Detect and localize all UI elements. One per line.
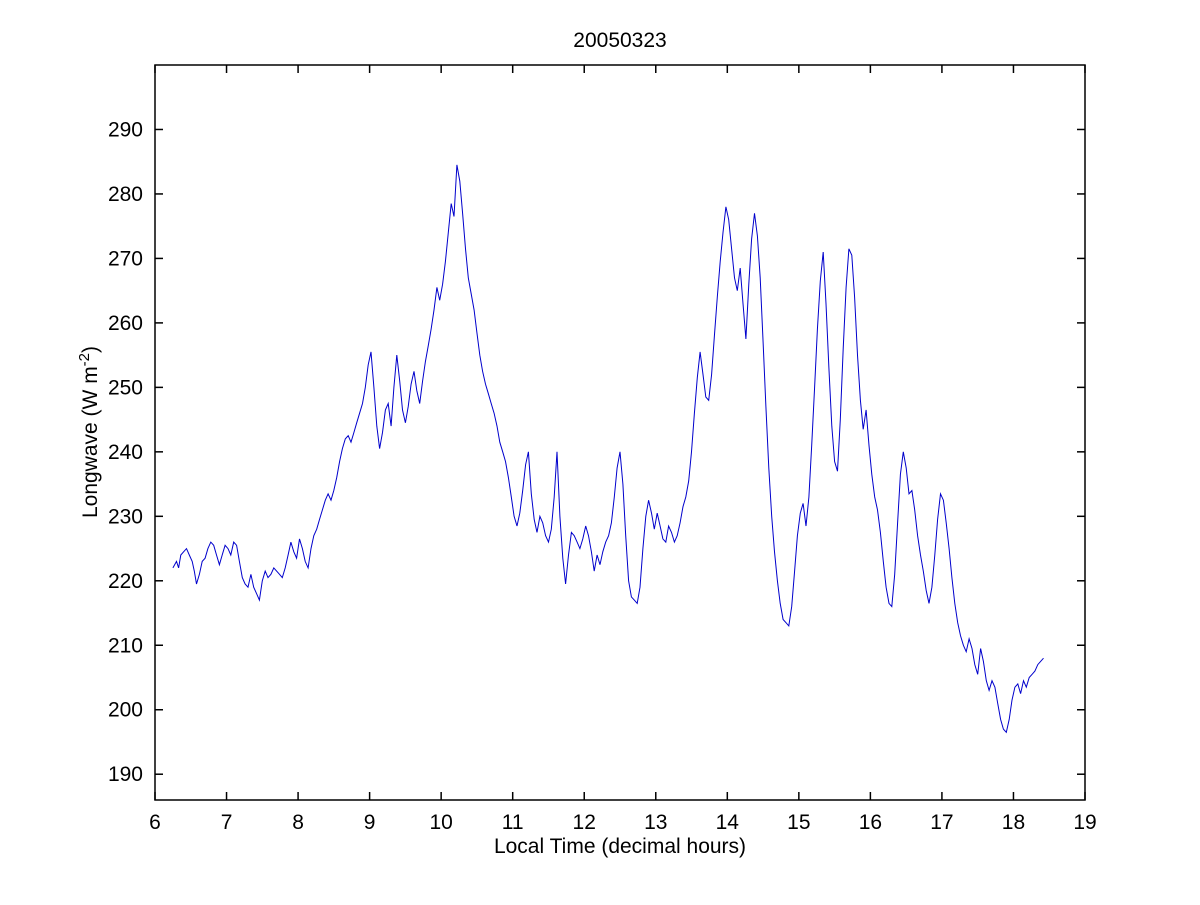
chart-title: 20050323 xyxy=(573,29,666,52)
x-tick-label: 19 xyxy=(1073,811,1096,834)
y-tick-label: 230 xyxy=(108,505,143,528)
x-tick-label: 12 xyxy=(573,811,596,834)
y-tick-label: 200 xyxy=(108,699,143,722)
y-tick-label: 290 xyxy=(108,118,143,141)
plot-area xyxy=(155,65,1085,800)
x-axis-label: Local Time (decimal hours) xyxy=(494,835,746,858)
x-tick-label: 8 xyxy=(292,811,304,834)
x-tick-label: 11 xyxy=(502,811,524,834)
x-tick-label: 9 xyxy=(364,811,376,834)
y-tick-label: 190 xyxy=(108,763,143,786)
y-tick-label: 280 xyxy=(108,183,143,206)
y-axis-label-superscript: -2 xyxy=(76,353,93,366)
x-tick-label: 16 xyxy=(859,811,882,834)
x-tick-label: 13 xyxy=(644,811,667,834)
x-tick-label: 15 xyxy=(787,811,810,834)
axis-tick-labels: 6 7 8 9 10 11 12 13 14 15 16 17 18 19 190 200 210 220 230 2… xyxy=(108,118,1097,834)
x-tick-label: 6 xyxy=(149,811,161,834)
x-tick-label: 18 xyxy=(1002,811,1025,834)
y-axis-label-close: ) xyxy=(79,346,102,353)
y-tick-label: 260 xyxy=(108,312,143,335)
axes-box xyxy=(154,64,1086,801)
axis-ticks xyxy=(154,65,1086,800)
x-tick-label: 7 xyxy=(221,811,233,834)
y-tick-label: 250 xyxy=(108,376,143,399)
y-tick-label: 210 xyxy=(108,634,143,657)
x-tick-label: 14 xyxy=(716,811,740,834)
y-tick-label: 240 xyxy=(108,441,143,464)
y-tick-label: 220 xyxy=(108,570,143,593)
x-tick-label: 17 xyxy=(930,811,953,834)
series-line-longwave xyxy=(172,164,1044,734)
y-axis-label-main: Longwave (W m xyxy=(79,366,102,518)
y-axis-label: Longwave (W m-2) xyxy=(76,346,102,518)
y-tick-label: 270 xyxy=(108,247,143,270)
x-tick-label: 10 xyxy=(429,811,452,834)
